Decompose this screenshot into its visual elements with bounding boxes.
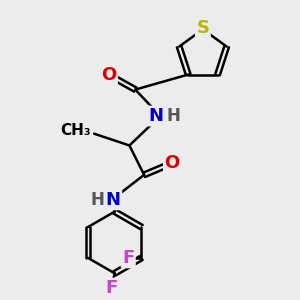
- Text: F: F: [106, 279, 118, 297]
- Text: N: N: [148, 107, 164, 125]
- Text: O: O: [101, 66, 116, 84]
- Text: H: H: [90, 191, 104, 209]
- Text: N: N: [106, 191, 121, 209]
- Text: F: F: [122, 249, 134, 267]
- Text: S: S: [196, 19, 209, 37]
- Text: CH₃: CH₃: [61, 123, 91, 138]
- Text: O: O: [164, 154, 180, 172]
- Text: H: H: [167, 107, 181, 125]
